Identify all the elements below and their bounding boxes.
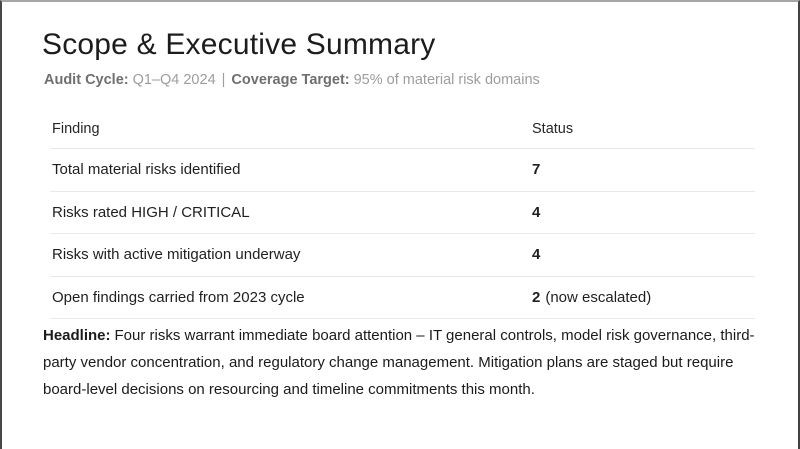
table-row: Risks with active mitigation underway 4 — [50, 234, 755, 277]
status-cell: 7 — [532, 161, 755, 178]
finding-cell: Open findings carried from 2023 cycle — [52, 288, 305, 306]
headline-label: Headline: — [43, 327, 111, 344]
column-header-status: Status — [532, 120, 574, 137]
table-row: Open findings carried from 2023 cycle 2(… — [50, 277, 755, 319]
table-header-row: Finding Status — [50, 109, 755, 149]
table-row: Risks rated HIGH / CRITICAL 4 — [50, 192, 755, 234]
headline-text: Four risks warrant immediate board atten… — [43, 327, 755, 398]
table-row: Total material risks identified 7 — [50, 149, 755, 192]
coverage-target-value: 95% of material risk domains — [353, 72, 540, 88]
finding-cell: Risks with active mitigation underway — [52, 246, 301, 264]
status-value: 4 — [532, 246, 541, 264]
finding-cell: Total material risks identified — [52, 161, 241, 179]
page-title: Scope & Executive Summary — [42, 28, 436, 61]
audit-cycle-value: Q1–Q4 2024 — [132, 72, 216, 88]
status-value: 2 — [532, 288, 541, 306]
headline-paragraph: Headline: Four risks warrant immediate bo… — [43, 322, 771, 403]
findings-table: Finding Status Total material risks iden… — [50, 109, 755, 319]
status-note: (now escalated) — [545, 288, 652, 306]
status-value: 4 — [532, 203, 541, 221]
slide-subtitle: Audit Cycle: Q1–Q4 2024 | Coverage Target: 9… — [44, 72, 540, 88]
status-value: 7 — [532, 161, 541, 179]
subtitle-separator: | — [221, 72, 226, 88]
column-header-finding: Finding — [52, 120, 100, 137]
status-cell: 2 (now escalated) — [532, 289, 755, 306]
status-cell: 4 — [532, 246, 755, 263]
audit-cycle-label: Audit Cycle: — [44, 72, 129, 88]
status-cell: 4 — [532, 204, 755, 221]
coverage-target-label: Coverage Target: — [231, 72, 350, 88]
finding-cell: Risks rated HIGH / CRITICAL — [52, 203, 250, 221]
